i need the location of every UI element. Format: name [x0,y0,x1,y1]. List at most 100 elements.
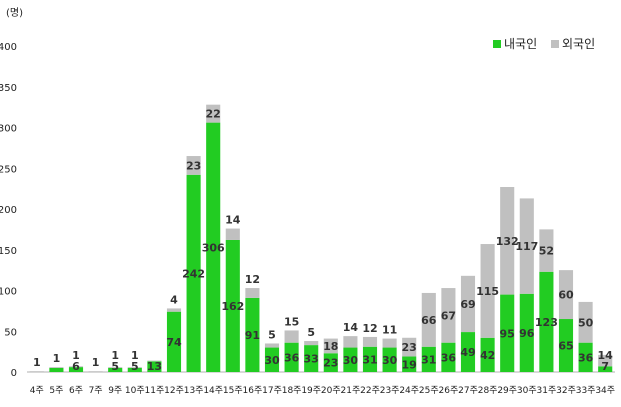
bar-domestic [421,346,436,372]
bar-foreign [539,229,554,272]
bar-domestic [108,367,123,372]
x-tick-label: 13주 [184,385,204,396]
bar-domestic [127,367,142,372]
bar-foreign [460,275,476,333]
x-tick-label: 12주 [164,385,184,396]
data-label-foreign: 15 [284,315,299,328]
bar-foreign [147,360,162,362]
y-tick-label: 100 [0,287,17,298]
data-label-foreign: 5 [307,326,315,339]
bar-foreign [127,367,142,368]
data-label-domestic: 5 [131,360,139,373]
bar-foreign [441,288,456,343]
x-axis: 4주 5주 6주 7주 9주 10주 11주 12주 13주 14주 15주 16주 17주 18주 19주… [27,371,615,396]
x-tick-label: 26주 [439,385,459,396]
bar-domestic [382,347,397,372]
bar-foreign [304,341,319,346]
bar-domestic [539,271,554,372]
bar-domestic [441,342,456,372]
bar-domestic [49,367,64,372]
data-label-domestic: 96 [519,327,535,340]
data-label-domestic: 91 [245,329,260,342]
x-tick-label: 9주 [108,385,122,396]
bar-foreign [598,354,613,367]
bar-foreign [343,336,358,348]
data-label-foreign: 1 [72,349,80,362]
x-tick-label: 18주 [282,385,302,396]
x-tick-label: 32주 [556,385,576,396]
x-tick-label: 23주 [380,385,400,396]
bar-foreign [558,270,574,320]
data-label-foreign: 22 [206,108,221,121]
bar-domestic [166,311,182,372]
y-axis: 0 50 100 150 200 250 300 350 400 [0,42,17,379]
y-tick-label: 250 [0,164,17,175]
bar-foreign [264,343,280,348]
data-label-domestic: 42 [480,349,495,362]
bar-foreign [68,366,84,368]
bar-domestic [186,174,201,372]
data-label-foreign: 11 [382,324,397,337]
bar-foreign [186,156,201,175]
bar-domestic [480,337,495,372]
y-tick-label: 200 [0,205,17,216]
bar-domestic [362,346,378,372]
x-tick-label: 11주 [145,385,165,396]
bar-domestic [558,319,574,372]
legend-swatch [551,40,559,48]
data-label-foreign: 69 [460,298,475,311]
data-label-foreign: 14 [343,321,359,334]
x-tick-label: 34주 [595,385,615,396]
x-tick-label: 4주 [30,385,44,396]
bar-domestic [264,347,280,372]
data-label-domestic: 242 [182,267,205,280]
bar-foreign [578,301,593,343]
bar-foreign [382,338,397,348]
bar-domestic [225,239,240,372]
bar-domestic [323,353,338,372]
x-tick-label: 19주 [301,385,321,396]
x-tick-label: 27주 [458,385,478,396]
data-label-domestic: 74 [166,336,182,349]
x-tick-label: 17주 [262,385,282,396]
x-tick-label: 25주 [419,385,439,396]
bar-foreign [519,198,534,294]
legend-label: 외국인 [562,37,595,51]
data-label-foreign: 23 [402,341,417,354]
bar-foreign [500,186,515,295]
x-tick-label: 6주 [69,385,83,396]
data-label-domestic: 36 [441,351,457,364]
x-tick-label: 29주 [497,385,517,396]
bar-domestic [598,366,613,372]
data-label-foreign: 5 [268,328,276,341]
bar-domestic [500,294,515,372]
legend-swatch [493,40,501,48]
data-label-foreign: 115 [476,285,499,298]
data-label-domestic: 13 [147,360,162,373]
data-label-domestic: 162 [221,300,244,313]
data-label-foreign: 1 [53,352,61,365]
data-label-foreign: 52 [539,245,554,258]
legend-label: 내국인 [504,37,537,51]
data-label-foreign: 1 [92,356,100,369]
data-label-domestic: 30 [382,354,398,367]
bar-domestic [68,367,84,372]
x-tick-label: 31주 [537,385,557,396]
bar-domestic [245,297,260,372]
data-label-foreign: 18 [323,340,338,353]
bar-domestic [206,122,221,372]
x-tick-label: 24주 [399,385,419,396]
bar-foreign [29,371,44,372]
y-tick-label: 50 [4,327,17,338]
x-tick-label: 10주 [125,385,145,396]
data-label-foreign: 66 [421,314,437,327]
data-label-foreign: 50 [578,316,594,329]
bar-foreign [323,338,338,354]
bars [29,104,613,372]
bar-foreign [421,292,436,347]
data-label-foreign: 23 [186,159,201,172]
x-tick-label: 30주 [517,385,537,396]
x-tick-label: 22주 [360,385,380,396]
data-label-foreign: 14 [598,349,614,362]
